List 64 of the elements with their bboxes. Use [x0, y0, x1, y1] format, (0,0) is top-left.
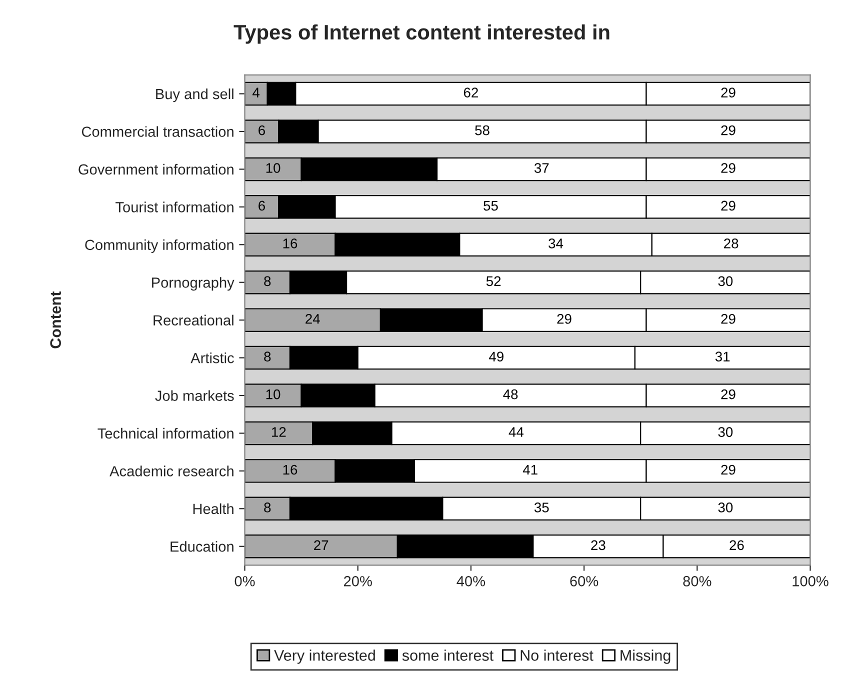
data-label: 29 [721, 389, 736, 400]
legend-label: Missing [620, 650, 670, 664]
data-label: 30 [718, 502, 733, 512]
x-tick-label: 80% [683, 576, 712, 586]
data-label: 29 [721, 88, 736, 98]
data-label: 8 [264, 502, 271, 512]
data-label: 8 [264, 276, 271, 286]
data-label: 16 [283, 238, 298, 248]
x-tick-label: 20% [344, 576, 372, 586]
data-label: 62 [464, 88, 478, 98]
y-tick-label: Commercial transaction [82, 126, 234, 137]
y-tick-label: Buy and sell [156, 88, 234, 102]
y-tick-label: Artistic [190, 352, 234, 364]
data-label: 6 [258, 200, 265, 211]
data-label: 52 [486, 276, 501, 286]
data-label: 29 [721, 464, 736, 475]
y-tick-label: Recreational [154, 314, 234, 326]
y-tick-label: Pornography [152, 277, 234, 291]
data-label: 30 [718, 276, 733, 286]
data-label: 10 [266, 389, 280, 400]
data-label: 16 [283, 464, 298, 475]
data-label: 49 [488, 352, 504, 362]
x-tick-label: 60% [570, 576, 598, 586]
data-label: 4 [252, 88, 260, 98]
data-label: 28 [724, 238, 738, 248]
data-label: 23 [591, 540, 606, 550]
data-label: 34 [548, 238, 564, 248]
data-label: 26 [730, 540, 744, 550]
data-label: 58 [475, 125, 490, 136]
y-tick-label: Education [170, 541, 234, 552]
data-label: 29 [721, 314, 736, 324]
y-tick-label: Job markets [155, 390, 234, 401]
data-label: 29 [721, 163, 736, 173]
data-label: 29 [721, 125, 736, 136]
data-label: 37 [534, 163, 549, 173]
x-tick-label: 40% [456, 576, 486, 586]
y-axis-title: Content [50, 291, 62, 348]
legend-label: some interest [402, 650, 494, 661]
y-tick-label: Technical information [98, 428, 234, 439]
data-label: 10 [266, 163, 280, 173]
legend-label: No interest [520, 650, 594, 661]
y-tick-label: Community information [85, 239, 234, 253]
data-label: 24 [306, 314, 320, 324]
data-label: 29 [557, 314, 572, 324]
x-tick-label: 100% [792, 576, 828, 586]
data-label: 35 [534, 502, 549, 512]
y-tick-label: Academic research [110, 466, 234, 476]
data-label: 48 [503, 389, 518, 400]
data-label: 30 [718, 427, 733, 437]
y-tick-label: Tourist information [116, 202, 234, 212]
data-label: 55 [484, 200, 498, 211]
data-label: 31 [715, 352, 730, 362]
data-label: 8 [264, 352, 271, 362]
data-label: 41 [522, 464, 538, 475]
x-tick-label: 0% [234, 576, 255, 586]
data-label: 29 [721, 200, 736, 211]
legend-label: Very interested [274, 650, 375, 664]
chart-title: Types of Internet content interested in [234, 24, 610, 44]
data-label: 6 [258, 125, 265, 136]
data-label: 44 [508, 427, 524, 437]
data-label: 27 [314, 540, 328, 550]
data-label: 12 [272, 427, 286, 437]
y-tick-label: Health [193, 503, 234, 514]
y-tick-label: Government information [78, 164, 234, 175]
